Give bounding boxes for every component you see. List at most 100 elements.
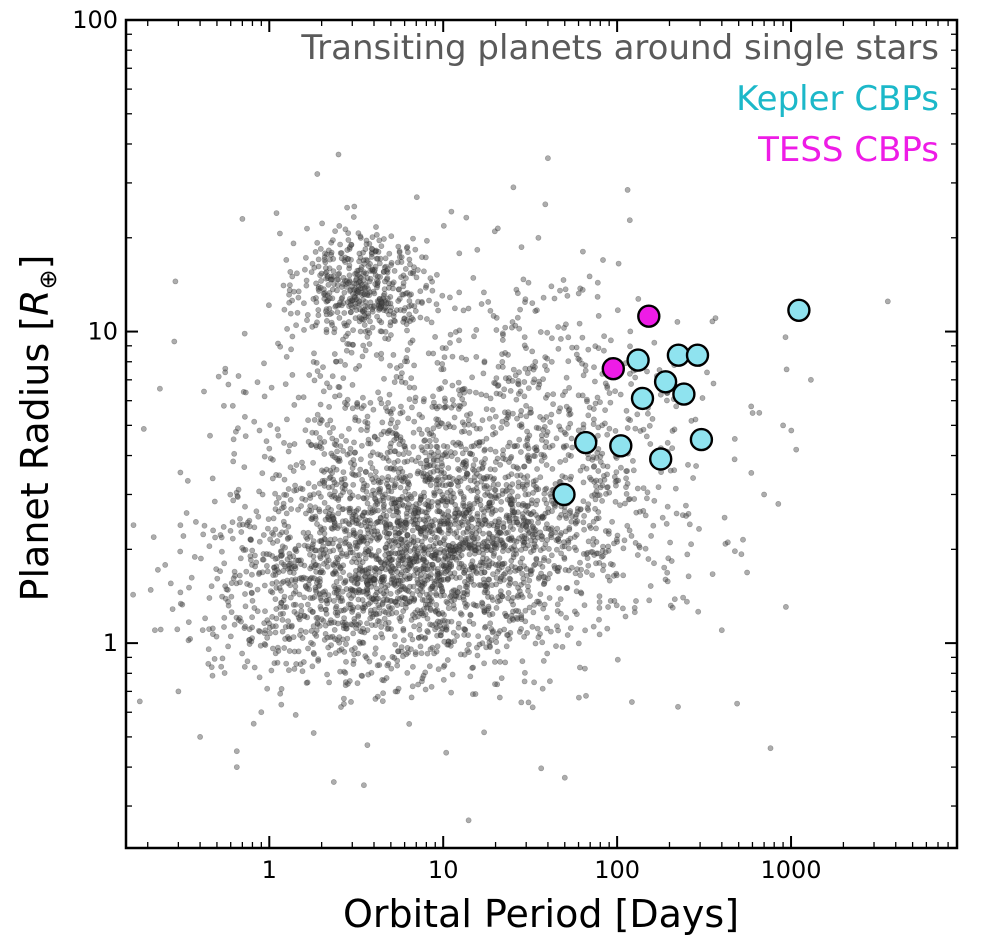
- single-star-planet-point: [524, 518, 531, 525]
- single-star-planet-point: [411, 418, 418, 425]
- single-star-planet-point: [478, 565, 485, 572]
- single-star-planet-point: [372, 650, 378, 657]
- single-star-planet-point: [500, 331, 506, 338]
- single-star-planet-point: [409, 683, 416, 690]
- single-star-planet-point: [411, 362, 417, 369]
- single-star-planet-point: [399, 577, 406, 584]
- single-star-planet-point: [361, 567, 368, 574]
- single-star-planet-point: [311, 594, 318, 600]
- single-star-planet-point: [422, 547, 429, 553]
- single-star-planet-point: [457, 478, 464, 485]
- legend-single-stars: Transiting planets around single stars: [300, 28, 939, 68]
- single-star-planet-point: [593, 560, 599, 567]
- single-star-planet-point: [310, 491, 317, 498]
- single-star-planet-point: [445, 552, 452, 558]
- single-star-planet-point: [400, 553, 407, 560]
- single-star-planet-point: [481, 729, 487, 736]
- single-star-planet-point: [497, 461, 504, 468]
- single-star-planet-point: [368, 253, 375, 260]
- single-star-planet-point: [632, 425, 639, 432]
- single-star-planet-point: [543, 462, 550, 468]
- single-star-planet-point: [404, 358, 410, 365]
- single-star-planet-point: [282, 544, 288, 551]
- single-star-planet-point: [352, 449, 358, 456]
- single-star-planet-point: [348, 304, 355, 311]
- single-star-planet-point: [593, 550, 600, 557]
- single-star-planet-point: [348, 647, 355, 653]
- single-star-planet-point: [330, 515, 337, 521]
- single-star-planet-point: [395, 298, 402, 304]
- single-star-planet-point: [598, 553, 605, 560]
- single-star-planet-point: [349, 381, 356, 388]
- single-star-planet-point: [342, 405, 349, 411]
- single-star-planet-point: [277, 690, 284, 697]
- single-star-planet-point: [427, 590, 433, 597]
- single-star-planet-point: [722, 540, 729, 547]
- single-star-planet-point: [324, 563, 331, 570]
- single-star-planet-point: [591, 416, 597, 423]
- single-star-planet-point: [334, 287, 340, 294]
- single-star-planet-point: [487, 307, 494, 314]
- single-star-planet-point: [253, 508, 260, 515]
- single-star-planet-point: [556, 423, 563, 430]
- y-axis-title-symbol: R: [13, 290, 57, 316]
- single-star-planet-point: [281, 645, 288, 651]
- single-star-planet-outlier: [344, 204, 350, 211]
- single-star-planet-point: [334, 282, 341, 288]
- single-star-planet-point: [602, 420, 608, 427]
- single-star-planet-point: [404, 513, 410, 520]
- single-star-planet-point: [518, 421, 525, 428]
- single-star-planet-point: [495, 519, 502, 525]
- single-star-planet-point: [613, 536, 620, 543]
- single-star-planet-point: [439, 345, 446, 351]
- single-star-planet-point: [423, 591, 430, 598]
- kepler-cbp-point: [630, 386, 655, 411]
- single-star-planet-point: [565, 358, 572, 365]
- single-star-planet-point: [243, 568, 250, 575]
- single-star-planet-point: [456, 289, 463, 296]
- single-star-planet-point: [417, 586, 424, 592]
- single-star-planet-point: [462, 507, 468, 513]
- single-star-planet-point: [538, 515, 544, 521]
- single-star-planet-point: [494, 225, 501, 232]
- single-star-planet-point: [523, 535, 530, 542]
- single-star-planet-point: [429, 498, 435, 505]
- single-star-planet-point: [259, 556, 266, 563]
- single-star-planet-point: [445, 421, 452, 428]
- single-star-planet-point: [508, 324, 515, 331]
- single-star-planet-point: [305, 529, 312, 536]
- single-star-planet-point: [347, 549, 354, 556]
- single-star-planet-point: [378, 624, 385, 630]
- single-star-planet-point: [210, 527, 216, 534]
- single-star-planet-point: [497, 575, 504, 582]
- single-star-planet-point: [369, 476, 376, 483]
- single-star-planet-point: [291, 441, 298, 447]
- single-star-planet-point: [337, 443, 344, 449]
- single-star-planet-point: [351, 587, 358, 594]
- single-star-planet-point: [517, 472, 524, 479]
- single-star-planet-point: [540, 452, 547, 459]
- single-star-planet-point: [441, 548, 448, 554]
- single-star-planet-point: [313, 442, 319, 449]
- single-star-planet-point: [783, 604, 789, 610]
- single-star-planet-point: [304, 601, 311, 608]
- single-star-planet-point: [521, 379, 528, 385]
- single-star-planet-point: [415, 681, 421, 688]
- single-star-planet-point: [378, 575, 385, 581]
- single-star-planet-point: [482, 545, 489, 551]
- single-star-planet-point: [377, 396, 384, 402]
- single-star-planet-point: [529, 567, 535, 574]
- single-star-planet-point: [462, 539, 468, 546]
- single-star-planet-point: [276, 585, 283, 591]
- single-star-planet-point: [325, 484, 332, 491]
- single-star-planet-point: [150, 534, 157, 540]
- single-star-planet-point: [298, 602, 305, 609]
- single-star-planet-point: [479, 465, 486, 472]
- single-star-planet-point: [413, 194, 420, 201]
- single-star-planet-point: [576, 320, 583, 327]
- single-star-planet-point: [453, 592, 459, 599]
- single-star-planet-point: [623, 490, 630, 497]
- single-star-planet-point: [349, 405, 356, 412]
- single-star-planet-point: [299, 495, 306, 502]
